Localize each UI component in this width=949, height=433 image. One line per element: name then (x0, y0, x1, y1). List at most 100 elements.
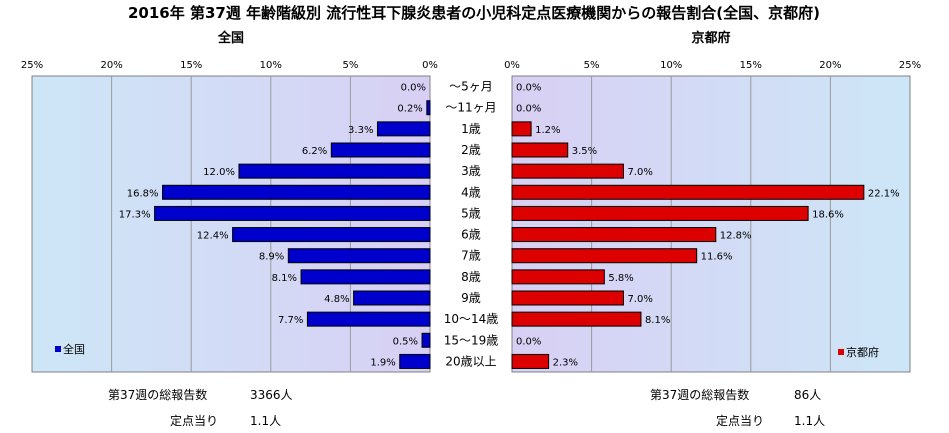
left-value-label: 7.7% (278, 315, 303, 326)
right-tick-label: 5% (584, 60, 600, 71)
left-tick-label: 5% (342, 60, 358, 71)
right-total-value: 86人 (794, 388, 822, 402)
category-label: ～5ヶ月 (449, 80, 493, 94)
left-tick-label: 20% (100, 60, 122, 71)
right-tick-label: 15% (740, 60, 762, 71)
right-value-label: 12.8% (720, 231, 752, 242)
left-per-value: 1.1人 (250, 414, 282, 428)
left-value-label: 16.8% (127, 188, 159, 199)
right-per-value: 1.1人 (794, 414, 826, 428)
left-value-label: 12.4% (197, 231, 229, 242)
axis-ticks: 25% 0% 20% 5% 15% 10% 10% 15% 5% 20% 0% 25% (21, 60, 921, 71)
left-tick-label: 25% (21, 60, 43, 71)
right-value-label: 0.0% (516, 83, 541, 94)
right-bar (511, 184, 865, 200)
left-panel-subtitle: 全国 (217, 30, 244, 46)
right-value-label: 0.0% (516, 336, 541, 347)
right-bar (511, 121, 532, 137)
right-panel-subtitle: 京都府 (691, 30, 730, 46)
category-labels: ～5ヶ月 ～11ヶ月 1歳 2歳 3歳 4歳 5歳 6歳 7歳 8歳 9歳 10～14歳 15～19歳 2… (444, 80, 499, 369)
right-value-label: 22.1% (868, 188, 900, 199)
left-bar (353, 290, 431, 306)
right-bar (511, 142, 569, 158)
left-tick-label: 10% (260, 60, 282, 71)
left-bar (426, 100, 431, 116)
right-tick-label: 25% (899, 60, 921, 71)
left-value-label: 1.9% (370, 357, 395, 368)
left-tick-label: 0% (422, 60, 438, 71)
left-total-value: 3366人 (250, 388, 293, 402)
bar-series (154, 100, 865, 369)
category-label: 7歳 (461, 249, 481, 263)
right-value-label: 7.0% (627, 294, 652, 305)
right-value-label: 1.2% (535, 125, 560, 136)
right-value-label: 0.0% (516, 104, 541, 115)
left-total-label: 第37週の総報告数 (108, 388, 208, 402)
left-value-label: 12.0% (203, 167, 235, 178)
left-bar (300, 269, 431, 285)
right-legend: 京都府 (838, 345, 879, 359)
left-bar (306, 311, 431, 327)
left-value-label: 0.5% (393, 336, 418, 347)
right-tick-label: 20% (819, 60, 841, 71)
left-value-label: 8.1% (272, 273, 297, 284)
category-label: 1歳 (461, 122, 481, 136)
left-value-label: 8.9% (259, 252, 284, 263)
left-legend-label: 全国 (63, 342, 85, 356)
right-value-label: 8.1% (645, 315, 670, 326)
right-value-label: 3.5% (572, 146, 597, 157)
left-value-label: 6.2% (302, 146, 327, 157)
right-value-label: 2.3% (553, 357, 578, 368)
right-legend-swatch (838, 349, 844, 355)
left-plot-area (31, 75, 431, 373)
left-legend: 全国 (55, 342, 85, 356)
right-legend-label: 京都府 (846, 345, 879, 359)
left-bar (232, 227, 431, 243)
left-value-label: 0.2% (397, 104, 422, 115)
category-label: 3歳 (461, 164, 481, 178)
left-value-label: 4.8% (324, 294, 349, 305)
left-bar (287, 248, 431, 264)
right-tick-label: 10% (660, 60, 682, 71)
left-tick-label: 15% (180, 60, 202, 71)
left-bar (154, 205, 431, 221)
right-bar (511, 227, 717, 243)
right-value-label: 18.6% (812, 209, 844, 220)
left-bar (399, 353, 431, 369)
left-value-label: 17.3% (119, 209, 151, 220)
category-label: 5歳 (461, 206, 481, 220)
left-legend-swatch (55, 346, 61, 352)
category-label: 8歳 (461, 270, 481, 284)
right-value-label: 7.0% (627, 167, 652, 178)
chart-title: 2016年 第37週 年齢階級別 流行性耳下腺炎患者の小児科定点医療機関からの報… (128, 4, 820, 22)
left-bar (238, 163, 431, 179)
right-plot-area (511, 75, 911, 373)
right-bar (511, 290, 624, 306)
right-bar (511, 311, 642, 327)
right-value-label: 5.8% (608, 273, 633, 284)
category-label: 9歳 (461, 291, 481, 305)
category-label: 4歳 (461, 185, 481, 199)
right-bar (511, 248, 698, 264)
right-per-label: 定点当り (716, 414, 765, 428)
left-bar (421, 332, 431, 348)
category-label: 6歳 (461, 228, 481, 242)
left-value-label: 3.3% (348, 125, 373, 136)
category-label: ～11ヶ月 (445, 101, 496, 115)
right-total-label: 第37週の総報告数 (650, 388, 750, 402)
grid-lines (111, 76, 831, 372)
category-label: 20歳以上 (445, 354, 496, 368)
right-bar (511, 163, 624, 179)
left-bar (330, 142, 431, 158)
category-label: 10～14歳 (444, 312, 499, 326)
left-per-label: 定点当り (170, 414, 219, 428)
right-bar (511, 269, 605, 285)
category-label: 2歳 (461, 143, 481, 157)
left-bar (376, 121, 431, 137)
category-label: 15～19歳 (444, 333, 499, 347)
right-bar (511, 205, 809, 221)
right-value-label: 11.6% (701, 252, 733, 263)
right-bar (511, 353, 550, 369)
